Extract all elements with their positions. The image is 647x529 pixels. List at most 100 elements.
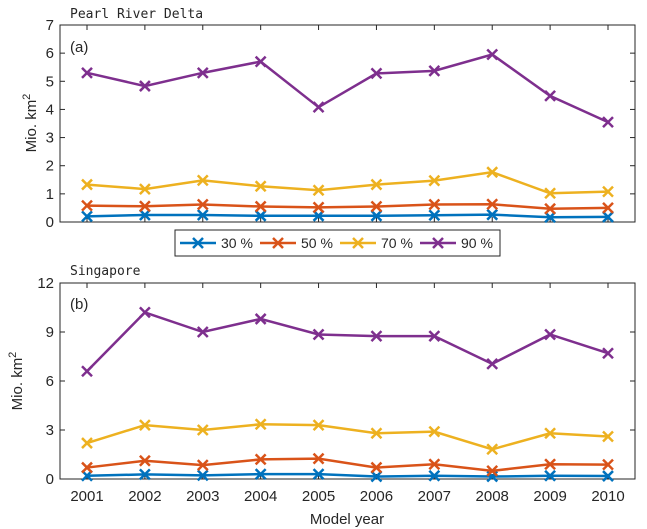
legend-item: 70 %	[340, 235, 413, 251]
x-tick-label: 2010	[591, 488, 624, 505]
legend-marker	[192, 237, 204, 249]
data-point-marker	[370, 427, 383, 440]
data-point-marker	[312, 209, 325, 222]
data-point-marker	[81, 461, 93, 474]
data-point-marker	[254, 453, 267, 466]
data-point-marker	[486, 464, 499, 477]
data-point-marker	[254, 209, 267, 222]
data-point-marker	[544, 211, 556, 224]
x-tick-label: 2005	[302, 488, 335, 505]
data-point-marker	[486, 443, 499, 456]
x-axis-label: Model year	[310, 511, 384, 528]
data-point-marker	[312, 201, 325, 214]
legend-label: 90 %	[461, 235, 493, 251]
y-tick-label: 3	[46, 130, 54, 147]
data-point-marker	[139, 306, 151, 319]
x-tick-label: 2009	[533, 488, 566, 505]
data-point-marker	[544, 187, 556, 200]
data-point-marker	[81, 66, 93, 79]
data-point-marker	[486, 357, 499, 370]
series-line	[86, 213, 609, 219]
legend-marker	[432, 237, 444, 249]
y-tick-label: 4	[46, 101, 54, 118]
data-point-marker	[312, 184, 325, 197]
data-point-marker	[254, 418, 267, 431]
legend-label: 70 %	[381, 235, 413, 251]
x-tick-label: 2007	[418, 488, 451, 505]
y-ticks: 0 3 6 9 12	[37, 275, 635, 488]
data-point-marker	[486, 48, 499, 61]
x-tick-label: 2003	[186, 488, 219, 505]
x-tick-label: 2006	[360, 488, 393, 505]
data-point-marker	[81, 178, 93, 191]
data-point-marker	[602, 185, 614, 198]
data-point-marker	[428, 209, 441, 222]
data-point-marker	[196, 424, 209, 436]
data-point-marker	[81, 210, 93, 223]
panel-title: Singapore	[70, 264, 141, 279]
data-point-marker	[370, 330, 383, 342]
data-point-marker	[544, 458, 556, 471]
y-tick-label: 0	[46, 471, 54, 488]
data-point-marker	[312, 468, 325, 480]
y-tick-label: 12	[37, 275, 54, 292]
data-point-marker	[254, 200, 267, 213]
data-point-marker	[428, 174, 441, 187]
y-tick-label: 7	[46, 17, 54, 34]
data-point-marker	[602, 347, 614, 360]
data-point-marker	[254, 55, 267, 68]
y-tick-label: 0	[46, 214, 54, 231]
legend: 30 % 50 % 70 % 90 %	[174, 229, 501, 257]
data-point-marker	[196, 66, 209, 79]
data-point-marker	[196, 459, 209, 472]
data-point-marker	[486, 208, 499, 221]
data-point-marker	[544, 202, 556, 215]
data-point-marker	[81, 437, 93, 449]
legend-marker	[352, 237, 364, 249]
data-point-marker	[196, 469, 209, 482]
data-point-marker	[139, 200, 151, 213]
data-point-marker	[312, 101, 325, 114]
y-ticks: 0 1 2 3 4 5 6 7	[46, 17, 635, 231]
data-point-marker	[544, 427, 556, 440]
data-point-marker	[486, 198, 499, 211]
x-tick-label: 2008	[476, 488, 509, 505]
data-point-marker	[370, 67, 383, 80]
panel-title: Pearl River Delta	[70, 7, 203, 22]
data-point-marker	[139, 209, 151, 221]
data-point-marker	[254, 468, 267, 480]
panel-tag: (b)	[70, 296, 88, 313]
y-tick-label: 6	[46, 373, 54, 390]
data-point-marker	[602, 458, 614, 471]
data-point-marker	[544, 90, 556, 102]
panel-pearl-river-delta: Pearl River Delta (a) 0 1 2 3 4 5 6 7 Mio. km2	[21, 7, 636, 231]
data-point-marker	[139, 80, 151, 92]
series-line	[86, 203, 609, 211]
data-point-marker	[428, 64, 441, 77]
plot-frame	[59, 24, 636, 223]
data-point-marker	[254, 313, 267, 325]
legend-label: 50 %	[301, 235, 333, 251]
legend-item: 30 %	[180, 235, 253, 251]
data-point-marker	[370, 178, 383, 191]
data-point-marker	[428, 330, 441, 342]
data-point-marker	[312, 328, 325, 341]
data-point-marker	[602, 116, 614, 128]
data-point-marker	[139, 419, 151, 431]
series-line	[86, 423, 609, 451]
data-point-marker	[139, 468, 151, 481]
data-point-marker	[486, 166, 499, 179]
series-line	[86, 472, 609, 478]
data-point-marker	[254, 180, 267, 193]
legend-marker	[272, 237, 284, 249]
data-point-marker	[544, 328, 556, 341]
x-tick-label: 2002	[128, 488, 161, 505]
y-tick-label: 6	[46, 45, 54, 62]
y-axis-label: Mio. km2	[7, 352, 26, 411]
data-point-marker	[139, 454, 151, 467]
series-line	[86, 457, 609, 473]
data-point-marker	[312, 419, 325, 431]
data-point-marker	[81, 199, 93, 212]
x-ticks	[86, 25, 609, 222]
x-tick-label: 2004	[244, 488, 277, 505]
